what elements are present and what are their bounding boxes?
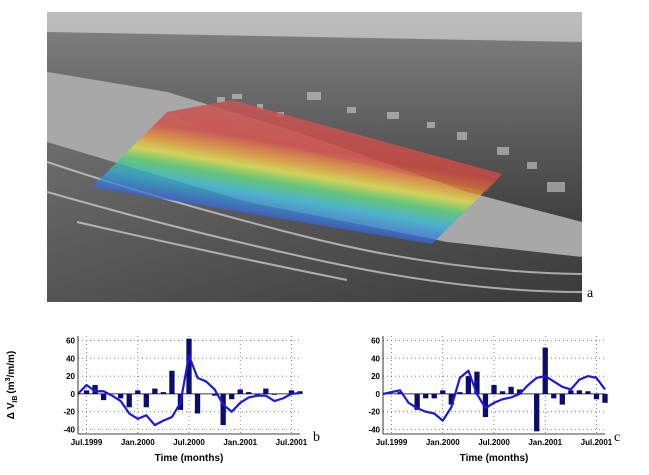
bar — [397, 392, 403, 394]
bar — [83, 390, 90, 394]
bar — [263, 388, 269, 394]
bar — [288, 390, 295, 394]
x-tick-label: Jan.2000 — [121, 438, 155, 447]
x-tick-label: Jan.2001 — [528, 438, 562, 447]
bar — [414, 393, 420, 410]
ylabel-units-pre: (m — [6, 381, 17, 393]
bar — [169, 370, 175, 394]
bar — [602, 393, 608, 403]
y-tick-label: 40 — [66, 354, 75, 363]
ylabel-units-post: /m/m) — [6, 351, 17, 378]
bar — [92, 385, 98, 394]
ylabel-main: Δ V — [6, 402, 17, 419]
y-tick-label: -20 — [63, 408, 75, 417]
bar — [220, 393, 226, 426]
bar — [499, 391, 506, 394]
x-tick-label: Jul.2001 — [581, 438, 613, 447]
chart-b-ylabel: Δ VIB (m3/m/m) — [5, 351, 19, 419]
y-tick-label: 60 — [66, 336, 75, 345]
x-axis-label: Time (months) — [460, 453, 529, 464]
series-line — [382, 369, 606, 422]
bar — [160, 392, 167, 394]
x-tick-label: Jul.1999 — [376, 438, 408, 447]
bar — [229, 393, 235, 400]
bar — [465, 376, 472, 394]
y-tick-label: 20 — [371, 372, 380, 381]
y-tick-label: -40 — [368, 426, 380, 435]
x-tick-label: Jan.2001 — [223, 438, 257, 447]
bar — [194, 393, 201, 414]
bar — [246, 392, 252, 394]
bar — [271, 393, 278, 395]
svg-text:Δ VIB(m3/m/m): Δ VIB (m3/m/m) — [5, 351, 19, 419]
bar — [297, 391, 303, 394]
panel-label-a: a — [587, 286, 594, 301]
x-axis-label: Time (months) — [155, 453, 224, 464]
bar — [576, 390, 583, 394]
bar — [152, 388, 158, 394]
y-tick-label: -40 — [63, 426, 75, 435]
bar — [482, 393, 489, 418]
bar — [516, 389, 523, 394]
y-tick-label: 20 — [66, 372, 75, 381]
bar — [534, 393, 540, 432]
aerial-beach-photo — [47, 12, 582, 302]
bar — [568, 390, 574, 394]
bar — [135, 390, 141, 394]
x-tick-label: Jul.2000 — [173, 438, 205, 447]
x-tick-label: Jul.1999 — [71, 438, 103, 447]
y-tick-label: 0 — [71, 390, 76, 399]
x-tick-label: Jul.2000 — [478, 438, 510, 447]
bar — [491, 385, 497, 394]
y-tick-label: 60 — [371, 336, 380, 345]
y-tick-label: 40 — [371, 354, 380, 363]
bar — [143, 393, 149, 408]
bar — [559, 393, 565, 405]
chart-c-svg: -40 -20 0 20 40 60 Jul.1999 Jan.2000 Jul.2000 Jan… — [368, 336, 613, 464]
bar — [474, 371, 480, 394]
chart-b: -40 -20 0 20 40 60 Jul.1999 Jan.2000 Jul.2000 Jan… — [50, 330, 310, 470]
bar — [118, 393, 124, 399]
bar — [457, 392, 463, 394]
ylabel-units-sup: 3 — [5, 377, 12, 381]
bar — [211, 393, 218, 396]
bar — [542, 347, 548, 394]
bar — [100, 393, 107, 401]
bar — [431, 393, 437, 399]
bar — [448, 393, 454, 405]
ylabel-sub: IB — [12, 396, 19, 403]
bar — [593, 393, 600, 400]
bar — [440, 390, 446, 394]
chart-c: -40 -20 0 20 40 60 Jul.1999 Jan.2000 Jul.2000 Jan… — [355, 330, 615, 470]
x-tick-label: Jan.2000 — [426, 438, 460, 447]
y-tick-label: 0 — [376, 390, 381, 399]
x-tick-label: Jul.2001 — [276, 438, 308, 447]
bar — [237, 389, 243, 394]
bar — [551, 393, 557, 399]
series-line — [77, 354, 301, 427]
bar — [423, 393, 429, 399]
chart-b-svg: -40 -20 0 20 40 60 Jul.1999 Jan.2000 Jul.2000 Jan… — [63, 336, 308, 464]
y-tick-label: -20 — [368, 408, 380, 417]
bar — [126, 393, 132, 408]
bar — [186, 338, 192, 394]
bar — [508, 386, 514, 394]
bar — [585, 391, 591, 394]
panel-label-c: c — [614, 430, 621, 445]
panel-label-b: b — [313, 430, 320, 445]
bar — [254, 393, 260, 395]
